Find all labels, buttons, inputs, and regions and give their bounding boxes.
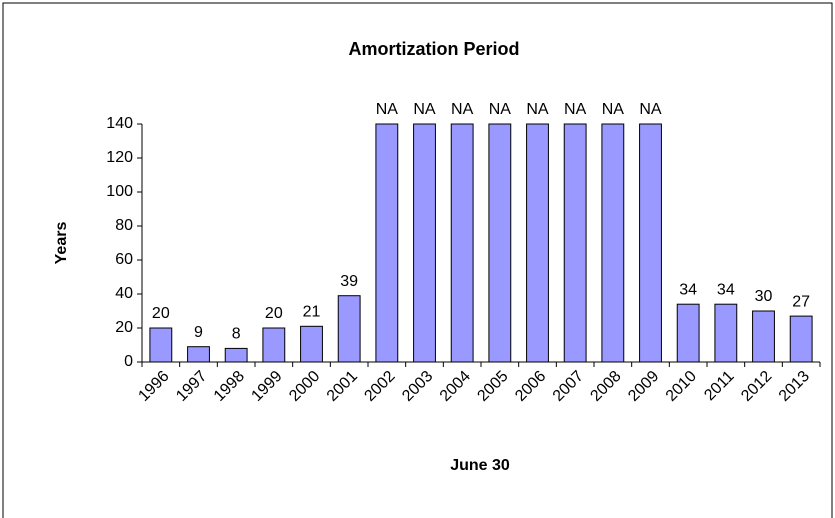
y-axis-label: Years [53, 222, 70, 265]
y-tick-label: 80 [115, 217, 133, 234]
value-label: NA [489, 101, 512, 118]
value-label: 20 [265, 305, 283, 322]
y-tick-label: 100 [106, 183, 133, 200]
y-tick-label: 40 [115, 285, 133, 302]
bar [224, 347, 248, 363]
bar [413, 123, 436, 363]
bar [789, 315, 813, 363]
value-label: NA [376, 101, 399, 118]
bar [639, 123, 662, 363]
value-label: NA [526, 101, 549, 118]
value-label: 27 [792, 293, 810, 310]
bar [752, 310, 775, 363]
bar [337, 295, 361, 363]
x-axis-label: June 30 [450, 457, 510, 474]
y-tick-label: 60 [115, 251, 133, 268]
bar [149, 327, 173, 363]
bar [526, 123, 549, 363]
y-tick-label: 140 [106, 115, 133, 132]
value-label: NA [639, 101, 662, 118]
y-tick-label: 120 [106, 149, 133, 166]
bar [187, 346, 210, 363]
value-label: NA [602, 101, 625, 118]
value-label: NA [564, 101, 587, 118]
bar [262, 327, 286, 363]
value-label: 34 [679, 281, 697, 298]
bar [563, 123, 587, 363]
y-tick-label: 20 [115, 319, 133, 336]
bar [300, 325, 323, 363]
value-label: 39 [340, 273, 358, 290]
bar [488, 123, 512, 363]
value-label: NA [413, 101, 436, 118]
value-label: 8 [232, 326, 241, 343]
value-label: 9 [194, 324, 203, 341]
value-label: 34 [717, 281, 735, 298]
bar [714, 303, 738, 363]
bar [450, 123, 474, 363]
chart-title: Amortization Period [348, 39, 519, 59]
bar [601, 123, 625, 363]
value-label: 21 [303, 304, 321, 321]
value-label: 30 [755, 288, 773, 305]
value-label: 20 [152, 305, 170, 322]
value-label: NA [451, 101, 474, 118]
bar [676, 303, 700, 363]
bar [375, 123, 399, 363]
y-tick-label: 0 [124, 353, 133, 370]
